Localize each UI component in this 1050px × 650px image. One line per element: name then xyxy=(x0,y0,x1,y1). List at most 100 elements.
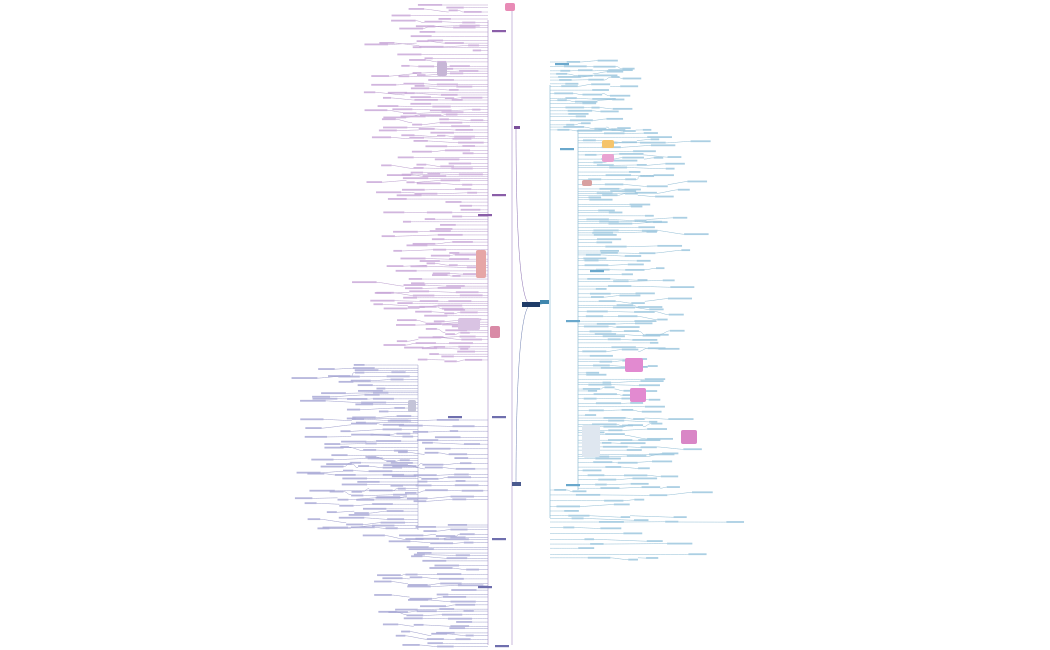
branch-node xyxy=(495,645,509,648)
node xyxy=(403,296,418,299)
node xyxy=(380,521,406,524)
node xyxy=(415,342,436,345)
node xyxy=(577,74,593,77)
connector xyxy=(608,219,635,221)
connector xyxy=(424,189,455,191)
node xyxy=(665,520,679,523)
node xyxy=(351,490,362,493)
node xyxy=(376,291,394,294)
connector xyxy=(667,492,693,496)
connector xyxy=(394,300,420,302)
node xyxy=(605,466,622,468)
node xyxy=(649,341,659,344)
node xyxy=(597,59,618,62)
node xyxy=(605,433,625,435)
node xyxy=(446,557,468,560)
node xyxy=(418,65,435,68)
connector xyxy=(382,304,408,306)
node xyxy=(463,610,474,612)
connector xyxy=(431,150,445,153)
node xyxy=(373,303,383,306)
connector xyxy=(434,25,460,27)
node xyxy=(599,220,619,223)
node xyxy=(378,610,397,613)
node xyxy=(643,132,658,134)
node xyxy=(426,638,444,640)
node xyxy=(456,621,473,623)
node xyxy=(372,524,395,527)
node xyxy=(352,416,376,419)
node xyxy=(300,399,326,402)
node xyxy=(647,365,658,367)
node xyxy=(619,153,644,155)
node xyxy=(358,465,370,467)
node xyxy=(623,532,643,535)
node xyxy=(346,408,361,411)
connector xyxy=(426,499,453,502)
node xyxy=(616,326,640,328)
connector xyxy=(417,608,440,610)
node xyxy=(369,489,393,492)
node xyxy=(407,306,425,308)
node xyxy=(432,105,451,108)
node xyxy=(565,82,579,85)
node xyxy=(444,149,471,152)
node xyxy=(462,145,476,147)
node xyxy=(347,398,368,400)
connector xyxy=(428,41,445,44)
node xyxy=(665,167,675,170)
node xyxy=(681,249,691,252)
node xyxy=(406,244,428,247)
node xyxy=(437,287,461,289)
node xyxy=(583,397,597,400)
node xyxy=(430,542,454,545)
node xyxy=(449,252,460,254)
connector xyxy=(602,93,610,97)
node xyxy=(346,523,364,526)
node xyxy=(609,94,631,97)
node xyxy=(431,274,448,277)
node xyxy=(363,449,377,451)
connector xyxy=(657,230,685,235)
connector xyxy=(623,499,635,502)
node xyxy=(622,67,635,70)
thumbnail xyxy=(602,154,614,162)
connector xyxy=(436,474,455,476)
connector xyxy=(576,97,593,100)
node xyxy=(356,498,375,501)
connector xyxy=(441,337,462,340)
connector xyxy=(603,295,620,298)
node xyxy=(558,76,581,78)
node xyxy=(414,98,438,101)
thumbnail xyxy=(625,358,643,372)
node xyxy=(424,451,439,454)
node xyxy=(459,335,476,338)
connector xyxy=(589,515,621,518)
connector xyxy=(592,110,601,112)
connector xyxy=(567,73,578,77)
node xyxy=(587,389,598,392)
connector xyxy=(434,128,456,131)
node xyxy=(416,163,427,166)
branch-node xyxy=(590,270,604,273)
node xyxy=(650,144,676,147)
node xyxy=(604,386,615,389)
node xyxy=(635,292,655,295)
node xyxy=(418,128,435,130)
connector xyxy=(632,222,654,224)
node xyxy=(410,35,432,38)
node xyxy=(402,177,429,180)
connector xyxy=(620,339,633,341)
connector xyxy=(376,423,383,426)
node xyxy=(640,175,655,178)
connector xyxy=(364,418,391,421)
connector xyxy=(391,581,408,584)
node xyxy=(460,331,470,334)
connector xyxy=(405,635,427,640)
node xyxy=(628,558,638,561)
node xyxy=(460,462,472,465)
node xyxy=(401,173,413,176)
node xyxy=(427,25,436,28)
node xyxy=(413,500,427,503)
node xyxy=(582,469,602,472)
